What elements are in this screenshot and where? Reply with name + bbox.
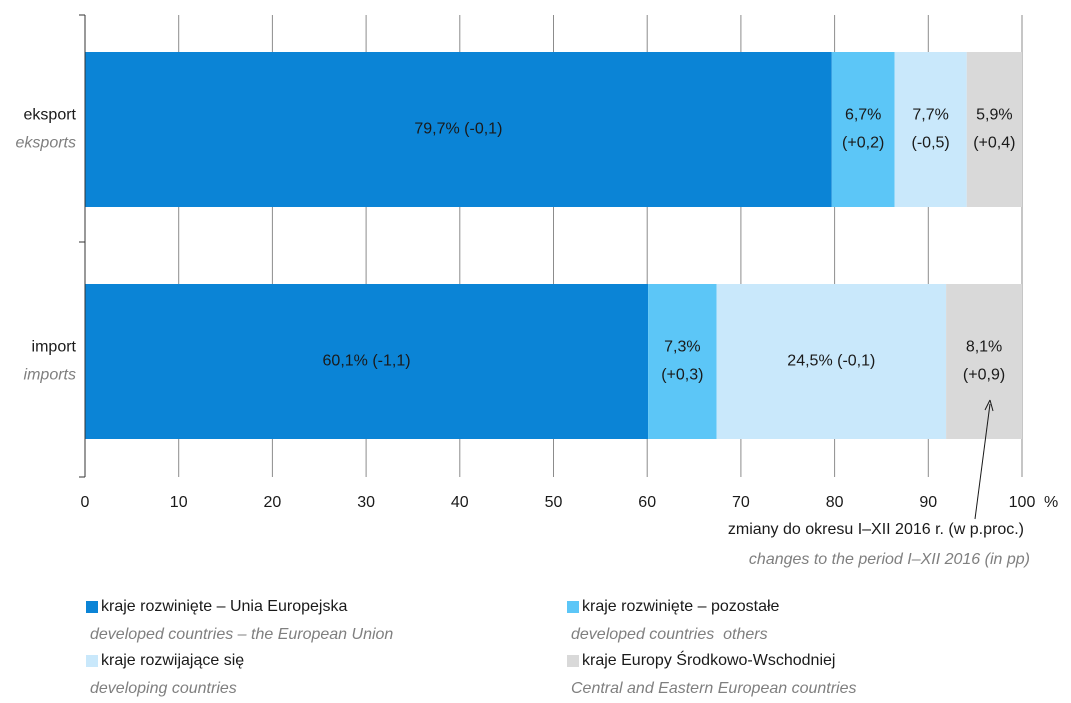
value-label: (-0,5) (912, 135, 950, 152)
x-tick-label: 20 (264, 494, 282, 511)
x-tick-label: 40 (451, 494, 469, 511)
legend-label-en: Central and Eastern European countries (571, 680, 857, 697)
x-tick-label: 10 (170, 494, 188, 511)
value-label: 79,7% (-0,1) (414, 121, 502, 138)
bar-segment (716, 284, 947, 439)
annotation-en: changes to the period I–XII 2016 (in pp) (749, 551, 1030, 568)
legend-swatch (86, 655, 98, 667)
category-label: eksport (24, 107, 77, 124)
x-tick-label: 0 (81, 494, 90, 511)
annotation: zmiany do okresu I–XII 2016 r. (w p.proc… (728, 521, 1024, 538)
legend-label: kraje rozwijające się (101, 652, 244, 669)
legend-label: kraje Europy Środkowo-Wschodniej (582, 650, 835, 669)
category-label-en: imports (24, 367, 76, 384)
value-label: (+0,3) (661, 367, 703, 384)
legend-swatch (567, 601, 579, 613)
legend-label: kraje rozwinięte – pozostałe (582, 598, 780, 615)
x-tick-label: 60 (638, 494, 656, 511)
bar-segment (831, 52, 895, 207)
value-label: 5,9% (976, 107, 1012, 124)
bar-segment (966, 52, 1022, 207)
value-label: 60,1% (-1,1) (323, 353, 411, 370)
legend-label-en: developing countries (90, 680, 237, 697)
legend-swatch (567, 655, 579, 667)
bar-segment (648, 284, 717, 439)
legend-label: kraje rozwinięte – Unia Europejska (101, 598, 347, 615)
value-label: 7,7% (912, 107, 948, 124)
x-tick-label: 90 (919, 494, 937, 511)
category-label: import (32, 339, 77, 356)
legend-label-en: developed countries others (571, 626, 768, 643)
bar-segment (85, 284, 649, 439)
x-tick-label: 50 (545, 494, 563, 511)
bars (85, 52, 1022, 439)
x-unit: % (1044, 494, 1058, 511)
value-label: 8,1% (966, 339, 1002, 356)
value-label: (+0,4) (973, 135, 1015, 152)
category-label-en: eksports (16, 135, 76, 152)
x-tick-label: 100 (1009, 494, 1036, 511)
bar-segment (894, 52, 967, 207)
annotation-arrow (974, 403, 991, 520)
value-label: 6,7% (845, 107, 881, 124)
value-label: 24,5% (-0,1) (787, 353, 875, 370)
x-tick-label: 30 (357, 494, 375, 511)
value-label: (+0,9) (963, 367, 1005, 384)
x-tick-label: 70 (732, 494, 750, 511)
x-tick-label: 80 (826, 494, 844, 511)
legend-swatch (86, 601, 98, 613)
bar-segment (946, 284, 1022, 439)
arrow-head (984, 399, 994, 412)
value-label: 7,3% (664, 339, 700, 356)
legend-label-en: developed countries – the European Union (90, 626, 393, 643)
bar-segment (85, 52, 832, 207)
value-label: (+0,2) (842, 135, 884, 152)
